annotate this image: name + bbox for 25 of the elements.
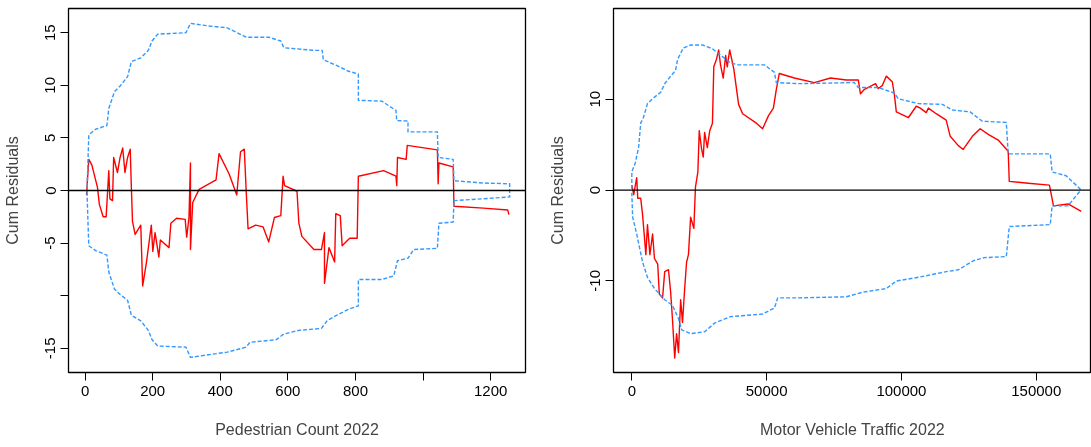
y-tick-label: -10: [586, 269, 604, 292]
y-tick-label: -5: [41, 236, 59, 250]
y-tick-label: 0: [41, 186, 59, 195]
x-tick-label: 1200: [474, 381, 508, 399]
x-tick-label: 0: [627, 381, 637, 399]
x-axis-title: Pedestrian Count 2022: [215, 420, 379, 438]
y-tick-label: 5: [41, 133, 59, 143]
x-axis-title: Motor Vehicle Traffic 2022: [760, 420, 945, 438]
y-tick-label: 10: [41, 76, 59, 94]
x-tick-label: 0: [80, 381, 90, 399]
y-tick-label: -15: [41, 337, 59, 360]
x-tick-label: 50000: [745, 381, 788, 399]
line-series: [86, 22, 511, 359]
x-tick-label: 200: [140, 381, 166, 399]
y-axis-title: Cum Residuals: [3, 136, 21, 245]
y-axis-title: Cum Residuals: [548, 136, 566, 245]
x-tick-label: 400: [207, 381, 233, 399]
y-tick-label: 15: [41, 24, 59, 42]
x-tick-label: 150000: [1011, 381, 1062, 399]
x-tick-label: 100000: [876, 381, 927, 399]
x-tick-label: 800: [342, 381, 368, 399]
line-series: [85, 144, 510, 287]
y-tick-label: 10: [586, 90, 604, 108]
y-tick-label: 0: [586, 185, 604, 195]
x-tick-label: 600: [275, 381, 301, 399]
